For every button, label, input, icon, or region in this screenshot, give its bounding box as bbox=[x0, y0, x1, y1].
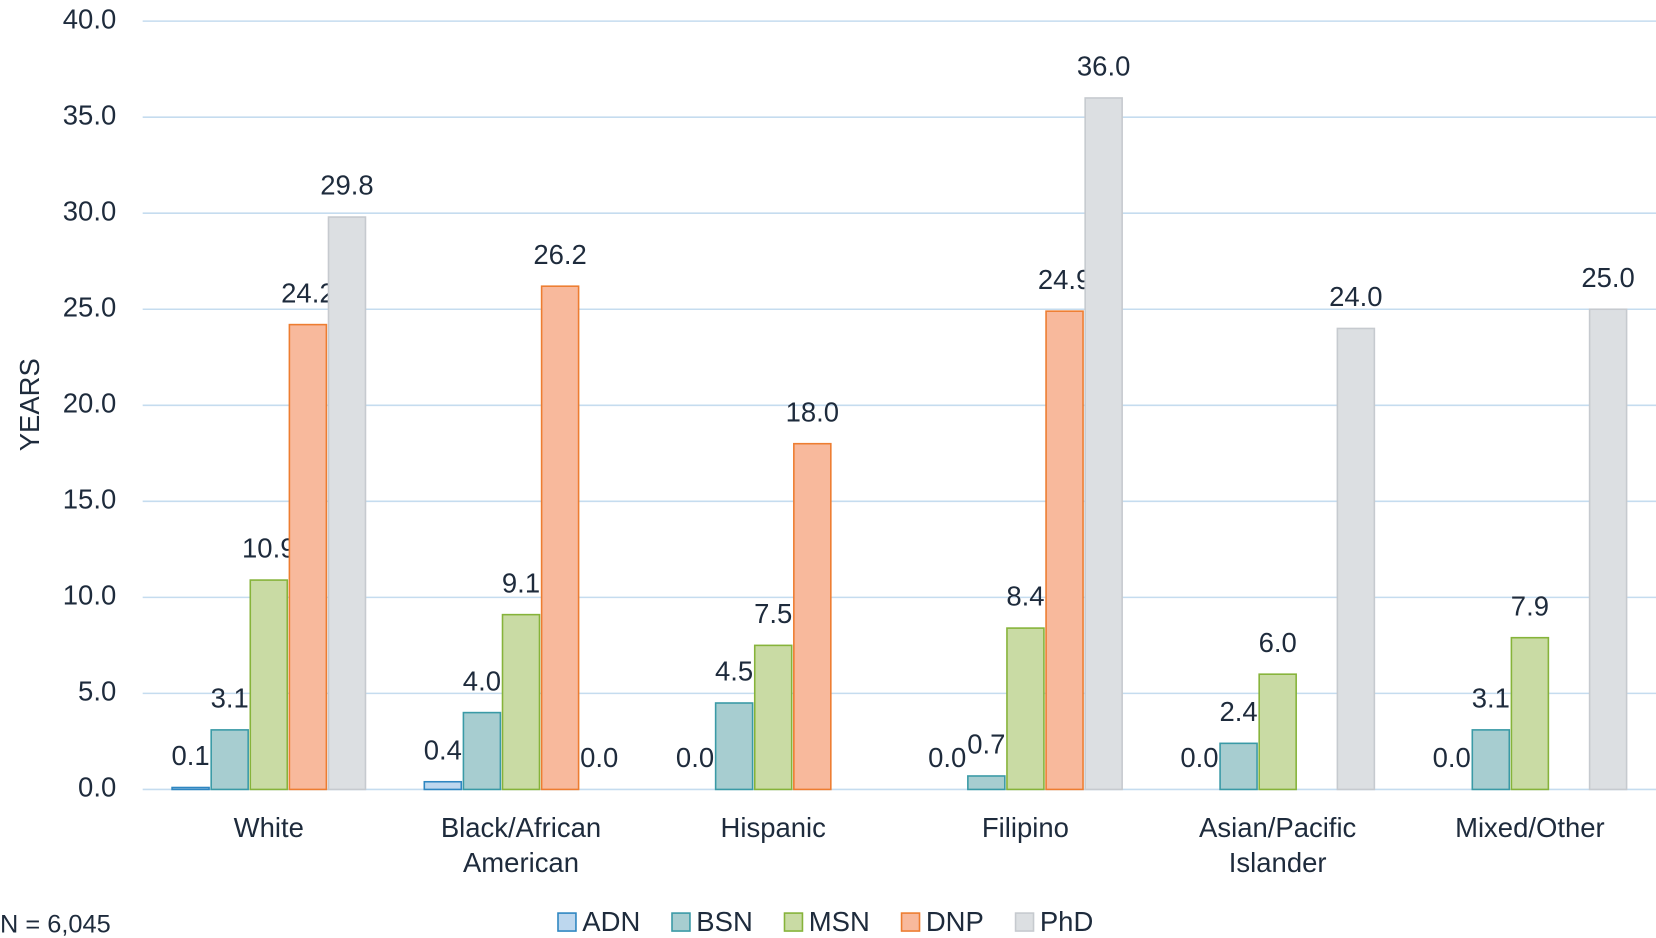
data-label: 24.0 bbox=[1329, 281, 1382, 312]
bar bbox=[967, 775, 1006, 791]
bar bbox=[1084, 97, 1123, 791]
data-label: 0.0 bbox=[676, 742, 714, 773]
y-tick-label: 25.0 bbox=[63, 291, 116, 322]
legend-swatch bbox=[557, 912, 577, 932]
y-axis-title: YEARS bbox=[14, 358, 45, 451]
x-tick-label: White bbox=[233, 811, 304, 843]
bar bbox=[1471, 729, 1511, 791]
legend-label: MSN bbox=[809, 906, 870, 937]
data-label: 7.9 bbox=[1511, 590, 1549, 621]
x-tick-label: Black/African American bbox=[440, 811, 602, 879]
data-label: 24.2 bbox=[281, 277, 334, 308]
data-label: 3.1 bbox=[1472, 683, 1510, 714]
plot: YEARS N = 6,045 0.0 5.0 10.0 15.0 20.0 25.0 30… bbox=[0, 3, 1656, 938]
data-label: 6.0 bbox=[1259, 627, 1297, 658]
data-label: 9.1 bbox=[502, 567, 540, 598]
bar bbox=[327, 216, 367, 791]
bar bbox=[714, 702, 754, 791]
legend-swatch bbox=[671, 912, 691, 932]
x-tick-label: Mixed/Other bbox=[1455, 811, 1605, 843]
data-label: 0.0 bbox=[1180, 742, 1218, 773]
legend-label: ADN bbox=[582, 906, 640, 937]
data-label: 0.1 bbox=[171, 740, 209, 771]
bar bbox=[462, 711, 502, 791]
legend-label: PhD bbox=[1040, 906, 1093, 937]
y-tick-label: 20.0 bbox=[63, 388, 116, 419]
bar bbox=[249, 579, 289, 791]
bar bbox=[753, 644, 793, 791]
data-label: 25.0 bbox=[1581, 262, 1634, 293]
bar bbox=[1045, 310, 1084, 791]
bar bbox=[793, 442, 832, 791]
data-label: 26.2 bbox=[533, 239, 586, 270]
legend-label: DNP bbox=[926, 906, 984, 937]
data-label: 2.4 bbox=[1219, 696, 1257, 727]
y-tick-label: 15.0 bbox=[63, 484, 116, 515]
legend-swatch bbox=[783, 912, 804, 932]
data-label: 4.0 bbox=[463, 665, 501, 696]
x-tick-label: Filipino bbox=[981, 811, 1069, 843]
bar bbox=[1006, 627, 1045, 791]
data-label: 18.0 bbox=[786, 396, 839, 427]
bar bbox=[288, 323, 328, 791]
legend-label: BSN bbox=[696, 906, 752, 937]
bar bbox=[1588, 308, 1628, 791]
x-tick-label: Hispanic bbox=[720, 811, 826, 843]
y-tick-label: 10.0 bbox=[63, 580, 116, 611]
bar bbox=[1336, 327, 1376, 791]
y-tick-label: 0.0 bbox=[78, 772, 116, 803]
data-label: 29.8 bbox=[320, 170, 373, 201]
note: N = 6,045 bbox=[0, 910, 111, 938]
data-label: 10.9 bbox=[242, 533, 295, 564]
data-label: 0.0 bbox=[928, 742, 966, 773]
bar bbox=[1510, 636, 1550, 791]
data-label: 8.4 bbox=[1006, 581, 1044, 612]
data-label: 3.1 bbox=[211, 683, 249, 714]
bar bbox=[1258, 673, 1297, 791]
bar bbox=[210, 729, 249, 791]
bar bbox=[171, 786, 210, 791]
data-label: 0.0 bbox=[1433, 742, 1471, 773]
x-tick-label: Asian/Pacific Islander bbox=[1199, 811, 1357, 879]
data-label: 0.0 bbox=[580, 742, 618, 773]
legend-swatch bbox=[1014, 912, 1035, 932]
y-tick-label: 35.0 bbox=[63, 99, 116, 130]
bar bbox=[1219, 742, 1258, 791]
legend-swatch bbox=[900, 912, 921, 932]
data-label: 36.0 bbox=[1077, 51, 1130, 82]
y-tick-label: 40.0 bbox=[63, 3, 116, 34]
data-label: 24.9 bbox=[1038, 264, 1091, 295]
data-label: 7.5 bbox=[754, 598, 792, 629]
bar bbox=[423, 780, 463, 791]
data-label: 0.7 bbox=[967, 729, 1005, 760]
bar bbox=[501, 613, 541, 791]
data-label: 0.4 bbox=[424, 734, 462, 765]
bar bbox=[540, 285, 580, 791]
y-tick-label: 30.0 bbox=[63, 195, 116, 226]
data-label: 4.5 bbox=[715, 656, 753, 687]
y-tick-label: 5.0 bbox=[78, 676, 116, 707]
